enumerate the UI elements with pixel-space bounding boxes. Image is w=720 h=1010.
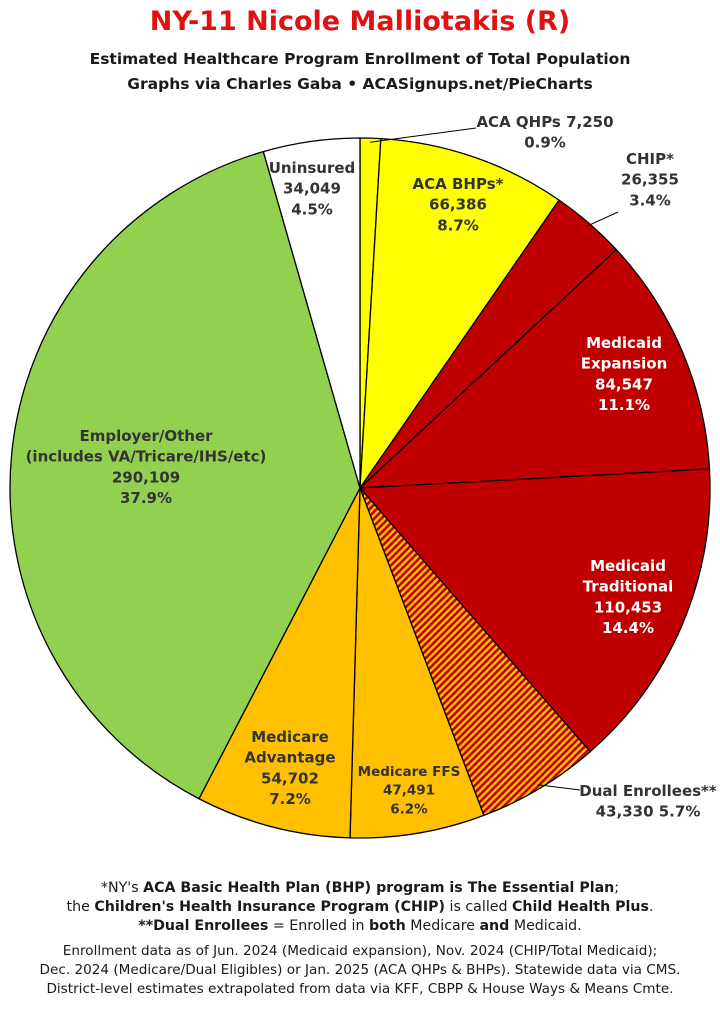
- slice-medicaid-expansion: [359, 248, 711, 489]
- footnote-bhp: *NY's ACA Basic Health Plan (BHP) progra…: [100, 880, 620, 896]
- slice-medicare-ffs: [349, 487, 485, 839]
- slice-label-employer-other-includes-va-tricare-ihs-etc: Employer/Other (includes VA/Tricare/IHS/e…: [26, 427, 267, 507]
- leader-line-dual-enrollees: [537, 784, 581, 791]
- slice-label-medicare-ffs: Medicare FFS 47,491 6.2%: [358, 764, 461, 817]
- chart-credit: Graphs via Charles Gaba • ACASignups.net…: [127, 75, 593, 93]
- footnote-sources: Dec. 2024 (Medicare/Dual Eligibles) or J…: [39, 962, 681, 978]
- slice-employer-other-includes-va-tricare-ihs-etc: [9, 150, 361, 800]
- slice-label-aca-bhps: ACA BHPs* 66,386 8.7%: [413, 175, 504, 234]
- slice-medicare-advantage: [198, 487, 361, 839]
- slice-uninsured: [262, 137, 361, 489]
- footnote-dates: Enrollment data as of Jun. 2024 (Medicai…: [62, 943, 658, 959]
- footnote-chip: the Children's Health Insurance Program …: [66, 899, 654, 915]
- slice-label-dual-enrollees: Dual Enrollees** 43,330 5.7%: [579, 782, 717, 821]
- slice-label-medicare-advantage: Medicare Advantage 54,702 7.2%: [244, 728, 335, 808]
- footnote-dual: **Dual Enrollees = Enrolled in both Medi…: [138, 918, 582, 934]
- footnote-method: District-level estimates extrapolated fr…: [46, 981, 674, 997]
- slice-label-medicaid-traditional: Medicaid Traditional 110,453 14.4%: [583, 557, 674, 637]
- pie-chart: ACA QHPs 7,250 0.9% ACA BHPs* 66,386 8.7% CHI…: [9, 113, 717, 839]
- slice-label-chip: CHIP* 26,355 3.4%: [621, 150, 679, 209]
- leader-line-chip: [586, 211, 619, 227]
- slice-label-medicaid-expansion: Medicaid Expansion 84,547 11.1%: [581, 334, 668, 414]
- chart-subtitle: Estimated Healthcare Program Enrollment …: [89, 50, 631, 68]
- slice-label-aca-qhps: ACA QHPs 7,250 0.9%: [476, 113, 613, 152]
- slice-label-uninsured: Uninsured 34,049 4.5%: [269, 159, 356, 218]
- chart-title: NY-11 Nicole Malliotakis (R): [149, 6, 571, 37]
- slice-medicaid-traditional: [359, 468, 711, 753]
- leader-line-aca-qhps: [370, 127, 477, 143]
